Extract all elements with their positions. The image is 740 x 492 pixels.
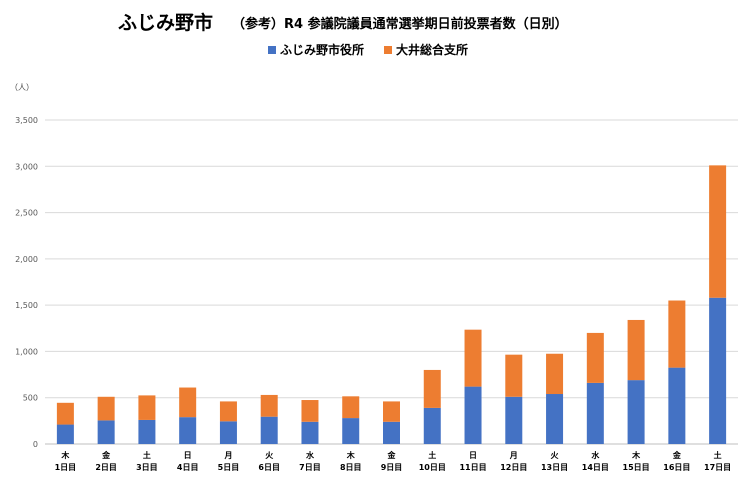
y-tick-label: 1,500 [15,301,38,310]
x-tick-weekday: 日 [469,451,477,460]
bar-city-hall [668,367,686,444]
bar-city-hall [383,421,400,444]
x-tick-weekday: 金 [387,450,397,460]
y-tick-label: 2,000 [15,255,38,264]
bar-city-hall [709,297,727,444]
chart-subtitle: （参考）R4 参議院議員通常選挙期日前投票者数（日別） [232,17,568,32]
x-tick-weekday: 火 [551,451,560,460]
x-tick-day: 13日目 [541,463,568,472]
bar-oi-branch [301,400,319,422]
bar-oi-branch [56,402,74,425]
bar-oi-branch [546,353,564,395]
legend: ふじみ野市役所 大井総合支所 [268,41,468,58]
bar-city-hall [179,417,197,444]
chart-title: ふじみ野市 [118,12,214,34]
x-tick-day: 11日目 [459,463,486,472]
y-tick-label: 3,000 [15,162,38,171]
bar-oi-branch [383,401,400,422]
x-tick-weekday: 金 [672,450,682,460]
bar-city-hall [586,382,604,444]
x-tick-weekday: 金 [101,450,111,460]
bar-oi-branch [423,369,441,408]
bar-city-hall [505,396,523,444]
x-tick-weekday: 木 [631,450,641,460]
legend-label-oi-branch: 大井総合支所 [396,43,469,57]
bar-oi-branch [668,300,686,368]
x-tick-day: 12日目 [500,463,527,472]
y-tick-label: 0 [33,440,38,449]
bar-city-hall [97,420,115,444]
bar-oi-branch [464,329,482,387]
bar-city-hall [56,424,74,444]
x-tick-day: 15日目 [623,463,650,472]
bar-oi-branch [179,387,197,418]
y-axis-unit: （人） [10,83,34,92]
legend-item-city-hall: ふじみ野市役所 [268,41,364,58]
bar-oi-branch [586,332,604,383]
bar-city-hall [627,380,645,444]
x-tick-weekday: 水 [590,450,600,460]
x-tick-weekday: 土 [143,450,151,460]
x-tick-day: 1日目 [55,463,77,472]
x-tick-weekday: 土 [714,450,722,460]
x-tick-day: 3日目 [136,463,158,472]
bar-city-hall [260,416,278,444]
x-tick-weekday: 火 [265,451,274,460]
bar-oi-branch [97,396,115,421]
x-tick-weekday: 土 [428,450,436,460]
y-tick-label: 3,500 [15,116,38,125]
bar-oi-branch [505,354,523,397]
x-tick-weekday: 木 [346,450,356,460]
x-tick-day: 17日目 [704,463,731,472]
legend-label-city-hall: ふじみ野市役所 [280,43,365,57]
x-tick-day: 16日目 [663,463,690,472]
bar-city-hall [219,421,237,444]
x-tick-day: 5日目 [218,463,240,472]
x-tick-weekday: 水 [305,450,315,460]
bar-oi-branch [709,165,727,298]
x-tick-weekday: 月 [223,451,232,460]
x-tick-weekday: 木 [60,450,70,460]
x-tick-day: 9日目 [381,463,403,472]
y-tick-label: 500 [23,394,38,403]
x-tick-day: 4日目 [177,463,199,472]
legend-item-oi-branch: 大井総合支所 [384,41,468,58]
bar-city-hall [464,386,482,444]
bar-oi-branch [138,395,156,420]
x-tick-weekday: 月 [509,451,518,460]
bar-oi-branch [219,401,237,422]
x-tick-day: 8日目 [340,463,362,472]
y-tick-label: 1,000 [15,347,38,356]
x-tick-day: 10日目 [419,463,446,472]
bar-oi-branch [342,396,360,419]
x-tick-day: 14日目 [582,463,609,472]
bar-city-hall [301,421,319,444]
legend-swatch-oi-branch [384,45,393,54]
x-tick-day: 7日目 [299,463,321,472]
bar-city-hall [546,394,564,444]
bar-oi-branch [260,394,278,417]
bar-oi-branch [627,319,645,381]
bar-city-hall [342,418,360,444]
y-tick-label: 2,500 [15,209,38,218]
legend-swatch-city-hall [268,45,276,54]
bar-city-hall [138,419,156,444]
x-tick-weekday: 日 [184,451,192,460]
bar-city-hall [423,407,441,444]
x-tick-day: 2日目 [95,463,117,472]
x-tick-day: 6日目 [258,463,280,472]
